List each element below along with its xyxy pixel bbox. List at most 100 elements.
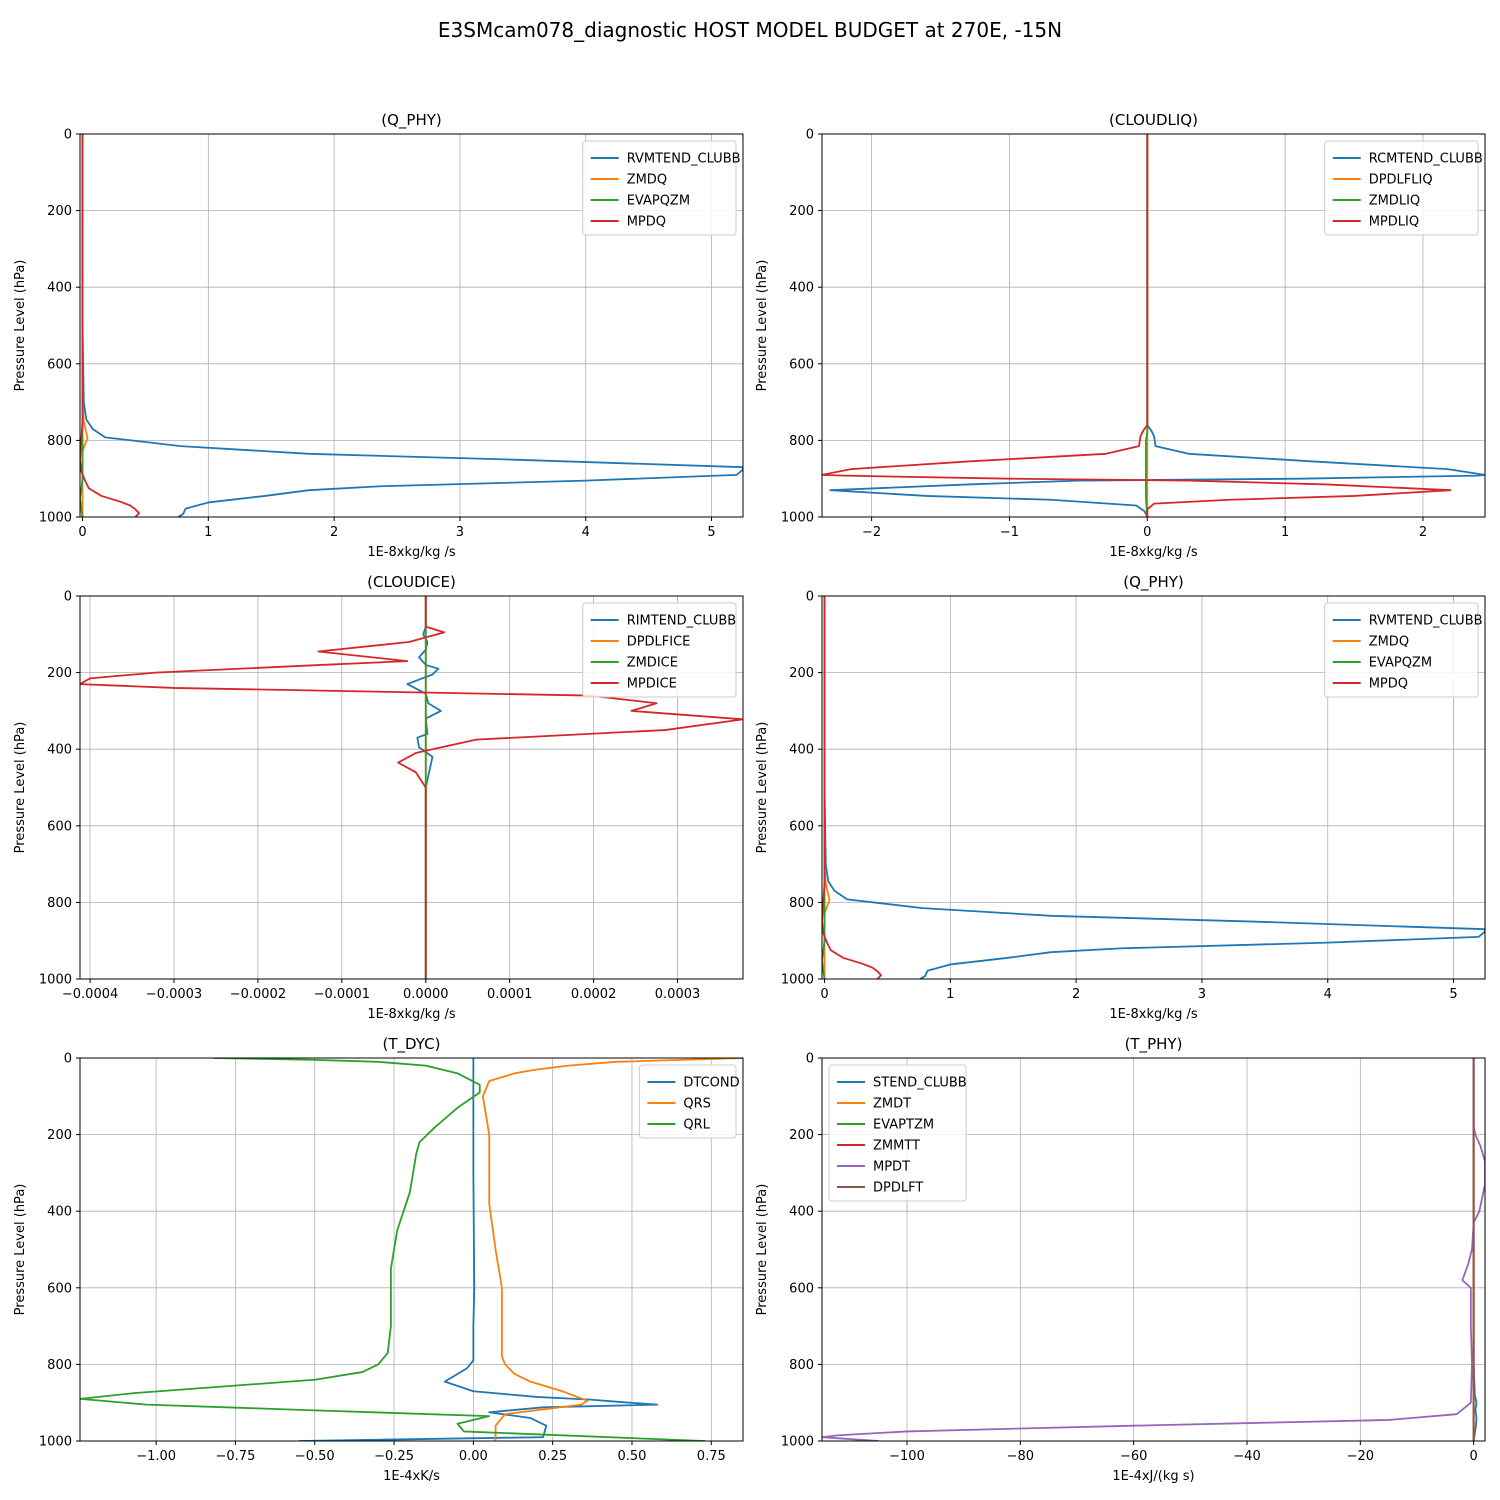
y-tick-label: 600 [789, 1281, 814, 1296]
x-tick-label: 1 [946, 987, 954, 1002]
figure-title: E3SMcam078_diagnostic HOST MODEL BUDGET … [438, 18, 1062, 42]
x-tick-label: 3 [1198, 987, 1206, 1002]
series-lines [80, 596, 743, 979]
plot-frame [821, 1057, 1486, 1442]
x-axis-label: 1E-8xkg/kg /s [367, 1007, 456, 1022]
y-tick-label: 800 [789, 1358, 814, 1373]
legend-entry: MPDQ [1369, 677, 1408, 692]
y-tick-label: 0 [806, 590, 814, 605]
legend-entry: ZMDQ [627, 173, 667, 188]
legend-entry: MPDQ [627, 215, 666, 230]
y-tick-label: 1000 [39, 973, 72, 988]
series-lines [80, 134, 743, 517]
y-tick-label: 0 [806, 1052, 814, 1067]
x-tick-label: −80 [1007, 1449, 1034, 1464]
legend-entry: ZMMTT [873, 1139, 920, 1154]
x-tick-label: −1 [1000, 525, 1019, 540]
series-line-mpdq [822, 596, 883, 979]
chart-panels: 0 1 2 3 4 502004006008001000(Q_PHY)1E-8xkg/kg… [13, 111, 1486, 1484]
legend-entry: ZMDT [873, 1097, 911, 1112]
plot-frame [821, 133, 1486, 518]
legend-entry: STEND_CLUBB [873, 1076, 967, 1091]
y-tick-label: 600 [789, 357, 814, 372]
legend-box [582, 602, 737, 698]
y-tick-label: 600 [47, 1281, 72, 1296]
y-tick-label: 200 [789, 1128, 814, 1143]
x-tick-label: 2 [1419, 525, 1427, 540]
y-tick-label: 0 [64, 590, 72, 605]
x-tick-label: 5 [707, 525, 715, 540]
legend-box [1324, 602, 1479, 698]
x-tick-label: 0.25 [538, 1449, 567, 1464]
panel-title: (T_PHY) [1125, 1035, 1183, 1054]
series-line-qrs [481, 1058, 743, 1441]
y-tick-label: 600 [789, 819, 814, 834]
legend-entry: DPDLFT [873, 1181, 923, 1196]
chart-panel-5: −1.00 −0.75 −0.50 −0.25 0.00 0.25 0.50 0.75 0 200… [13, 1035, 744, 1484]
legend-entry: RCMTEND_CLUBB [1369, 152, 1483, 167]
series-line-dtcond [298, 1058, 659, 1441]
x-tick-label: 2 [330, 525, 338, 540]
legend-entry: QRS [683, 1097, 711, 1112]
x-tick-label: −0.25 [374, 1449, 414, 1464]
x-tick-label: −0.0003 [146, 987, 202, 1002]
series-lines [822, 1058, 1485, 1441]
y-tick-label: 1000 [781, 511, 814, 526]
legend-entry: EVAPQZM [627, 194, 690, 209]
y-tick-label: 1000 [39, 1435, 72, 1450]
y-tick-label: 0 [806, 128, 814, 143]
y-axis-label: Pressure Level (hPa) [755, 1184, 770, 1316]
legend-entry: RVMTEND_CLUBB [627, 152, 741, 167]
x-tick-label: 0.00 [459, 1449, 488, 1464]
x-tick-label: 3 [456, 525, 464, 540]
x-tick-label: 2 [1072, 987, 1080, 1002]
x-tick-label: −100 [889, 1449, 925, 1464]
x-tick-label: −60 [1120, 1449, 1147, 1464]
x-axis-label: 1E-8xkg/kg /s [367, 545, 456, 560]
x-tick-label: 1 [204, 525, 212, 540]
x-tick-label: −2 [862, 525, 881, 540]
y-tick-label: 600 [47, 357, 72, 372]
series-line-mpdq [80, 134, 141, 517]
x-tick-label: 0 [1143, 525, 1151, 540]
legend: RVMTEND_CLUBB ZMDQ EVAPQZM MPDQ [1324, 602, 1483, 698]
x-tick-label: 0.50 [617, 1449, 646, 1464]
x-tick-label: 5 [1449, 987, 1457, 1002]
legend: RCMTEND_CLUBB DPDLFLIQ ZMDLIQ MPDLIQ [1324, 140, 1483, 236]
y-tick-label: 800 [789, 896, 814, 911]
legend-entry: RIMTEND_CLUBB [627, 614, 737, 629]
y-tick-label: 800 [789, 434, 814, 449]
series-line-rcmtend-clubb [829, 134, 1485, 517]
y-axis-label: Pressure Level (hPa) [13, 722, 28, 854]
series-line-qrl [80, 1058, 705, 1441]
plot-frame [79, 595, 744, 980]
x-tick-label: 4 [1324, 987, 1332, 1002]
y-tick-label: 400 [47, 281, 72, 296]
y-axis-label: Pressure Level (hPa) [755, 260, 770, 392]
x-tick-label: 0.0003 [655, 987, 701, 1002]
y-tick-label: 200 [47, 666, 72, 681]
x-tick-label: −0.0001 [314, 987, 370, 1002]
y-axis-label: Pressure Level (hPa) [13, 1184, 28, 1316]
panel-title: (CLOUDLIQ) [1109, 111, 1198, 129]
x-tick-label: 4 [582, 525, 590, 540]
series-lines [80, 1058, 743, 1441]
legend-entry: MPDLIQ [1369, 215, 1419, 230]
series-lines [822, 134, 1485, 517]
y-tick-label: 0 [64, 128, 72, 143]
legend-entry: QRL [683, 1118, 710, 1133]
x-tick-label: −0.50 [295, 1449, 335, 1464]
y-tick-label: 600 [47, 819, 72, 834]
x-tick-label: 0.0001 [487, 987, 533, 1002]
plot-frame [79, 133, 744, 518]
x-axis-label: 1E-4xJ/(kg s) [1112, 1469, 1194, 1484]
y-tick-label: 400 [47, 1205, 72, 1220]
y-tick-label: 800 [47, 896, 72, 911]
legend-entry: RVMTEND_CLUBB [1369, 614, 1483, 629]
legend-entry: MPDICE [627, 677, 677, 692]
panel-title: (CLOUDICE) [367, 573, 456, 591]
panel-title: (T_DYC) [383, 1035, 441, 1054]
y-tick-label: 800 [47, 434, 72, 449]
legend: STEND_CLUBB ZMDT EVAPTZM ZMMTT MPDT DPDLFT [828, 1064, 967, 1202]
x-tick-label: 0 [78, 525, 86, 540]
